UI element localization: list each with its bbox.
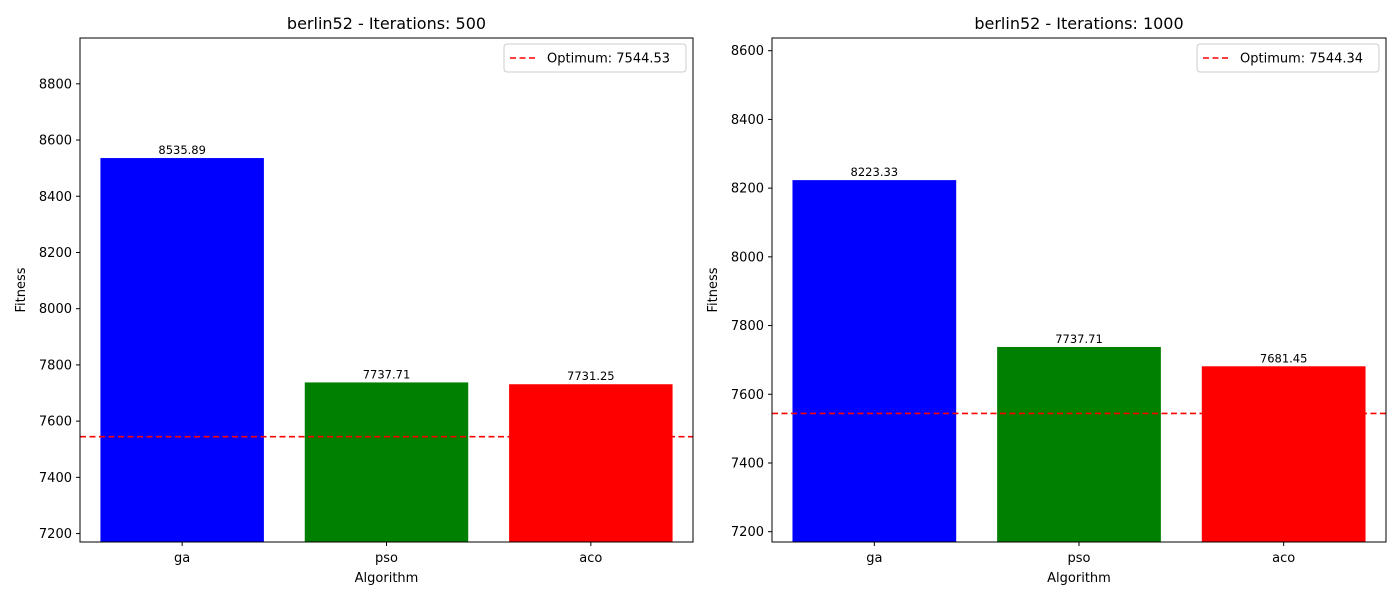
legend-label: Optimum: 7544.53 (547, 52, 670, 67)
legend: Optimum: 7544.53 (503, 43, 687, 73)
y-tick-label: 8600 (731, 44, 764, 59)
legend-box (1196, 43, 1380, 73)
y-tick-label: 7400 (39, 471, 72, 486)
bar-ga (100, 158, 264, 543)
y-tick-label: 8400 (39, 190, 72, 205)
bar-ga (792, 180, 957, 542)
y-tick-label: 8000 (731, 250, 764, 265)
x-tick-label: ga (174, 551, 190, 566)
bar-value-label: 7737.71 (1055, 332, 1103, 346)
x-tick-label: aco (579, 551, 602, 566)
chart-panel-2: berlin52 - Iterations: 1000 8223.33 7737.7… (706, 14, 1387, 586)
y-tick-label: 8600 (39, 134, 72, 149)
bar-value-label: 8223.33 (851, 165, 899, 179)
bar-pso (304, 382, 469, 542)
y-tick-label: 7200 (39, 527, 72, 542)
y-tick-label: 8200 (39, 246, 72, 261)
chart-title: berlin52 - Iterations: 1000 (974, 14, 1183, 33)
x-tick-label: ga (866, 551, 882, 566)
x-tick-label: aco (1272, 551, 1295, 566)
legend-label: Optimum: 7544.34 (1240, 52, 1363, 67)
y-tick-label: 7600 (39, 415, 72, 430)
x-tick-label: pso (1068, 551, 1091, 566)
y-tick-label: 8800 (39, 77, 72, 92)
legend: Optimum: 7544.34 (1196, 43, 1380, 73)
chart-title: berlin52 - Iterations: 500 (287, 14, 486, 33)
y-tick-label: 7800 (731, 319, 764, 334)
bar-value-label: 7681.45 (1260, 351, 1308, 365)
legend-box (503, 43, 687, 73)
bar-aco (509, 384, 673, 542)
bar-value-label: 8535.89 (158, 143, 206, 157)
y-axis-label: Fitness (14, 267, 29, 312)
y-tick-label: 7400 (731, 456, 764, 471)
y-tick-label: 8400 (731, 113, 764, 128)
bar-aco (1201, 366, 1366, 542)
y-tick-label: 8000 (39, 302, 72, 317)
y-tick-label: 7800 (39, 358, 72, 373)
bar-value-label: 7737.71 (363, 367, 411, 381)
y-tick-label: 7200 (731, 525, 764, 540)
x-tick-label: pso (375, 551, 398, 566)
chart-panel-1: berlin52 - Iterations: 500 8535.89 7737.71… (14, 14, 694, 586)
y-tick-label: 8200 (731, 182, 764, 197)
x-axis-label: Algorithm (1047, 571, 1111, 586)
bar-value-label: 7731.25 (567, 369, 615, 383)
y-tick-label: 7600 (731, 388, 764, 403)
x-axis-label: Algorithm (355, 571, 419, 586)
bar-pso (997, 346, 1161, 542)
y-axis-label: Fitness (706, 267, 721, 312)
